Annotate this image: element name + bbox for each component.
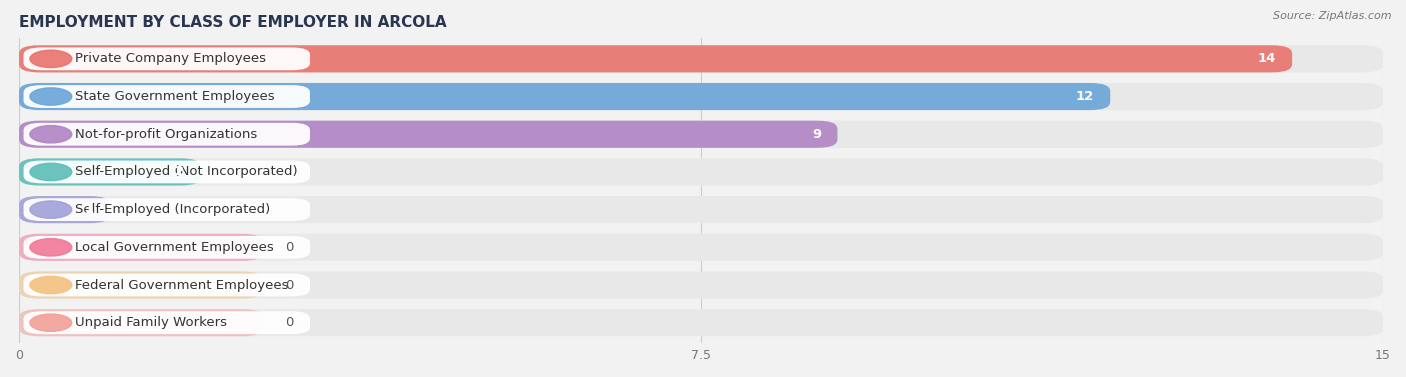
Text: 1: 1: [84, 203, 94, 216]
Text: Not-for-profit Organizations: Not-for-profit Organizations: [76, 128, 257, 141]
Text: EMPLOYMENT BY CLASS OF EMPLOYER IN ARCOLA: EMPLOYMENT BY CLASS OF EMPLOYER IN ARCOL…: [20, 15, 447, 30]
Text: Local Government Employees: Local Government Employees: [76, 241, 274, 254]
FancyBboxPatch shape: [20, 234, 1384, 261]
FancyBboxPatch shape: [20, 234, 263, 261]
FancyBboxPatch shape: [20, 121, 1384, 148]
FancyBboxPatch shape: [20, 83, 1111, 110]
Text: 14: 14: [1257, 52, 1275, 65]
FancyBboxPatch shape: [20, 83, 1384, 110]
FancyBboxPatch shape: [24, 161, 309, 183]
Text: Self-Employed (Incorporated): Self-Employed (Incorporated): [76, 203, 270, 216]
Text: Private Company Employees: Private Company Employees: [76, 52, 266, 65]
FancyBboxPatch shape: [20, 121, 838, 148]
Text: 0: 0: [285, 316, 294, 329]
Text: 0: 0: [285, 241, 294, 254]
Text: Self-Employed (Not Incorporated): Self-Employed (Not Incorporated): [76, 166, 298, 178]
FancyBboxPatch shape: [24, 236, 309, 259]
FancyBboxPatch shape: [24, 311, 309, 334]
Text: Source: ZipAtlas.com: Source: ZipAtlas.com: [1274, 11, 1392, 21]
Circle shape: [30, 314, 72, 331]
FancyBboxPatch shape: [20, 309, 263, 336]
Circle shape: [30, 163, 72, 181]
Text: 2: 2: [176, 166, 184, 178]
FancyBboxPatch shape: [20, 196, 1384, 223]
FancyBboxPatch shape: [20, 45, 1384, 72]
FancyBboxPatch shape: [24, 85, 309, 108]
Circle shape: [30, 201, 72, 218]
Circle shape: [30, 276, 72, 294]
Circle shape: [30, 126, 72, 143]
Circle shape: [30, 50, 72, 67]
Text: State Government Employees: State Government Employees: [76, 90, 276, 103]
FancyBboxPatch shape: [20, 196, 110, 223]
Text: 9: 9: [811, 128, 821, 141]
Text: Unpaid Family Workers: Unpaid Family Workers: [76, 316, 228, 329]
Text: Federal Government Employees: Federal Government Employees: [76, 279, 288, 291]
FancyBboxPatch shape: [24, 123, 309, 146]
FancyBboxPatch shape: [20, 309, 1384, 336]
FancyBboxPatch shape: [24, 48, 309, 70]
FancyBboxPatch shape: [24, 198, 309, 221]
FancyBboxPatch shape: [20, 45, 1292, 72]
FancyBboxPatch shape: [24, 274, 309, 296]
FancyBboxPatch shape: [20, 158, 201, 185]
Text: 0: 0: [285, 279, 294, 291]
FancyBboxPatch shape: [20, 271, 263, 299]
FancyBboxPatch shape: [20, 158, 1384, 185]
Text: 12: 12: [1076, 90, 1094, 103]
Circle shape: [30, 88, 72, 105]
Circle shape: [30, 239, 72, 256]
FancyBboxPatch shape: [20, 271, 1384, 299]
